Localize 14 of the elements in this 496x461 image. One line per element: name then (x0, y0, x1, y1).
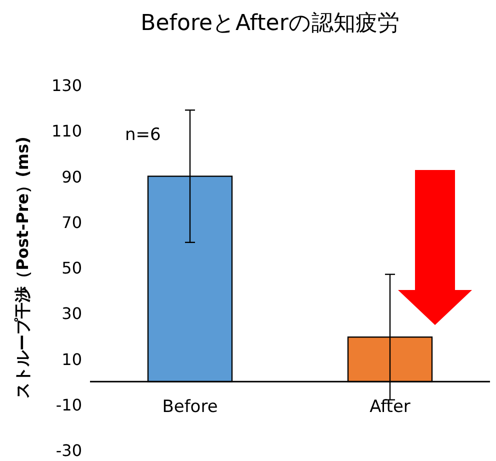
y-tick-label: -30 (56, 441, 82, 460)
y-tick-label: 10 (62, 350, 82, 369)
y-tick-label: 30 (62, 304, 82, 324)
y-tick-label: 90 (62, 167, 82, 186)
x-tick-label: Before (162, 397, 218, 417)
y-tick-label: 110 (51, 122, 82, 141)
x-tick-label: After (370, 397, 410, 417)
annotation: n=6 (125, 124, 161, 145)
y-tick-label: 70 (62, 212, 82, 232)
y-tick-label: 50 (62, 258, 82, 278)
y-axis-title: ストループ干渉（Post-Pre）(ms) (13, 136, 32, 398)
y-tick-label: -10 (56, 395, 82, 414)
y-tick-label: 130 (51, 76, 82, 95)
chart-title: BeforeとAfterの認知疲労 (140, 11, 400, 36)
